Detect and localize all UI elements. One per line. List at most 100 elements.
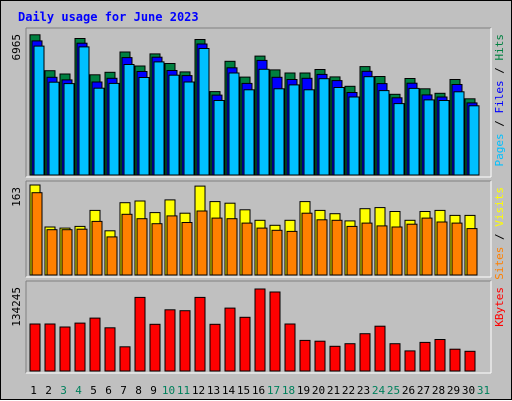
bar-visits-sites-day-13 <box>211 217 223 276</box>
x-tick-label-30: 30 <box>462 384 475 397</box>
bar-kbytes-kbytes-day-17 <box>269 291 281 372</box>
bar-kbytes-kbytes-day-13 <box>209 323 221 372</box>
bar-visits-sites-day-3 <box>61 229 73 276</box>
x-tick-label-16: 16 <box>252 384 265 397</box>
bar-visits-sites-day-19 <box>301 212 313 276</box>
bar-visits-sites-day-17 <box>271 229 283 276</box>
bar-kbytes-kbytes-day-15 <box>239 316 251 372</box>
bar-hits-pages-day-21 <box>333 87 345 176</box>
bar-visits-sites-day-23 <box>361 222 373 276</box>
bar-visits-sites-day-26 <box>406 223 418 276</box>
bar-visits-sites-day-28 <box>436 221 448 276</box>
bar-kbytes-kbytes-day-26 <box>404 350 416 372</box>
bar-hits-pages-day-19 <box>303 89 315 176</box>
x-tick-label-14: 14 <box>222 384 236 397</box>
x-tick-label-15: 15 <box>237 384 250 397</box>
bar-kbytes-kbytes-day-29 <box>449 348 461 372</box>
bar-visits-sites-day-18 <box>286 230 298 276</box>
bar-hits-pages-day-8 <box>138 77 150 176</box>
bar-hits-pages-day-6 <box>108 82 120 176</box>
x-tick-label-10: 10 <box>162 384 175 397</box>
bar-visits-sites-day-10 <box>166 215 178 276</box>
bar-kbytes-kbytes-day-11 <box>179 310 191 372</box>
bar-visits-sites-day-6 <box>106 236 118 276</box>
bar-kbytes-kbytes-day-16 <box>254 288 266 372</box>
bar-hits-pages-day-16 <box>258 68 270 176</box>
x-tick-label-18: 18 <box>282 384 295 397</box>
legend-entry-hits: Hits <box>493 34 506 61</box>
x-tick-label-5: 5 <box>90 384 97 397</box>
x-tick-label-29: 29 <box>447 384 460 397</box>
scale-label-visits: 163 <box>10 187 23 207</box>
bar-kbytes-kbytes-day-30 <box>464 350 476 372</box>
bar-visits-sites-day-22 <box>346 225 358 276</box>
x-tick-label-31: 31 <box>477 384 490 397</box>
legend-visits: Sites / Visits <box>493 187 506 280</box>
bar-hits-pages-day-11 <box>183 81 195 176</box>
bar-kbytes-kbytes-day-21 <box>329 345 341 372</box>
x-tick-label-26: 26 <box>402 384 415 397</box>
bar-visits-sites-day-7 <box>121 213 133 276</box>
legend-entry-visits: Visits <box>493 187 506 227</box>
x-tick-label-23: 23 <box>357 384 370 397</box>
x-tick-label-7: 7 <box>120 384 127 397</box>
bar-hits-pages-day-1 <box>33 45 45 176</box>
scale-label-kbytes: 134245 <box>10 287 23 327</box>
bar-kbytes-kbytes-day-5 <box>89 317 101 372</box>
bar-visits-sites-day-12 <box>196 210 208 276</box>
bar-kbytes-kbytes-day-6 <box>104 327 116 372</box>
scale-label-hits: 6965 <box>10 34 23 61</box>
bar-kbytes-kbytes-day-20 <box>314 340 326 372</box>
bar-visits-sites-day-8 <box>136 218 148 276</box>
bar-kbytes-kbytes-day-18 <box>284 323 296 372</box>
bar-hits-pages-day-4 <box>78 46 90 176</box>
bar-kbytes-kbytes-day-4 <box>74 322 86 372</box>
bar-hits-pages-day-20 <box>318 78 330 176</box>
x-tick-label-4: 4 <box>75 384 82 397</box>
bar-kbytes-kbytes-day-7 <box>119 346 131 372</box>
bar-kbytes-kbytes-day-8 <box>134 296 146 372</box>
bar-kbytes-kbytes-day-12 <box>194 296 206 372</box>
bar-kbytes-kbytes-day-2 <box>44 323 56 372</box>
x-tick-label-8: 8 <box>135 384 142 397</box>
bar-hits-pages-day-26 <box>408 87 420 176</box>
bar-hits-pages-day-17 <box>273 88 285 176</box>
x-tick-label-13: 13 <box>207 384 220 397</box>
x-tick-label-6: 6 <box>105 384 112 397</box>
bar-kbytes-kbytes-day-25 <box>389 343 401 372</box>
x-tick-label-3: 3 <box>60 384 67 397</box>
bar-visits-sites-day-27 <box>421 217 433 276</box>
bar-hits-pages-day-5 <box>93 87 105 176</box>
bar-visits-sites-day-11 <box>181 222 193 276</box>
bar-hits-pages-day-18 <box>288 84 300 176</box>
bar-hits-pages-day-2 <box>48 81 60 176</box>
x-tick-label-9: 9 <box>150 384 157 397</box>
legend-separator: / <box>493 227 506 247</box>
bar-visits-sites-day-24 <box>376 225 388 276</box>
bar-kbytes-kbytes-day-9 <box>149 323 161 372</box>
bar-visits-sites-day-16 <box>256 227 268 276</box>
bar-visits-sites-day-14 <box>226 218 238 276</box>
x-tick-label-22: 22 <box>342 384 355 397</box>
legend-entry-sites: Sites <box>493 247 506 280</box>
bar-hits-pages-day-13 <box>213 100 225 176</box>
x-tick-label-19: 19 <box>297 384 310 397</box>
bar-visits-sites-day-2 <box>46 229 58 276</box>
bar-hits-pages-day-28 <box>438 100 450 176</box>
x-tick-label-21: 21 <box>327 384 340 397</box>
legend-entry-kbytes: KBytes <box>493 287 506 327</box>
bar-hits-pages-day-15 <box>243 89 255 176</box>
chart-title: Daily usage for June 2023 <box>18 10 199 24</box>
legend-hits: Pages / Files / Hits <box>493 34 506 167</box>
bar-visits-sites-day-20 <box>316 219 328 276</box>
x-tick-label-28: 28 <box>432 384 445 397</box>
x-tick-label-25: 25 <box>387 384 400 397</box>
bar-visits-sites-day-25 <box>391 226 403 276</box>
bar-kbytes-kbytes-day-14 <box>224 307 236 372</box>
bar-hits-pages-day-29 <box>453 91 465 176</box>
bar-hits-pages-day-23 <box>363 76 375 176</box>
legend-separator: / <box>493 61 506 81</box>
bar-kbytes-kbytes-day-23 <box>359 333 371 372</box>
bar-kbytes-kbytes-day-1 <box>29 323 41 372</box>
